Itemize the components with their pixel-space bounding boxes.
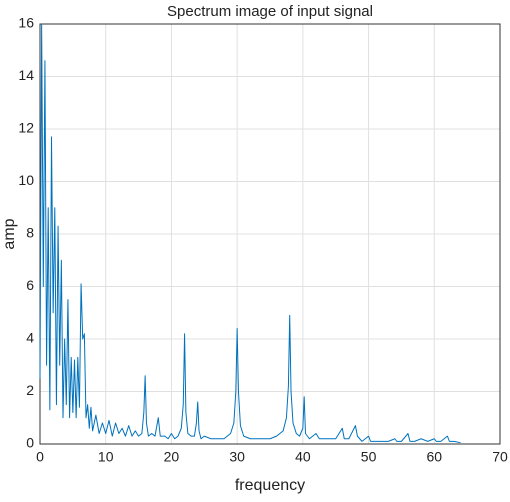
y-tick-label: 2	[26, 382, 34, 398]
chart-title: Spectrum image of input signal	[167, 3, 373, 20]
x-tick-label: 10	[98, 449, 114, 465]
x-tick-label: 50	[361, 449, 377, 465]
y-tick-label: 4	[26, 330, 34, 346]
y-tick-label: 0	[26, 435, 34, 451]
y-tick-label: 10	[18, 172, 34, 188]
y-tick-label: 12	[18, 120, 34, 136]
y-axis-label: amp	[1, 218, 18, 249]
x-tick-label: 60	[426, 449, 442, 465]
y-tick-label: 16	[18, 15, 34, 31]
x-tick-label: 40	[295, 449, 311, 465]
y-tick-label: 8	[26, 225, 34, 241]
x-tick-label: 0	[36, 449, 44, 465]
x-tick-label: 20	[164, 449, 180, 465]
x-tick-label: 30	[229, 449, 245, 465]
y-tick-label: 6	[26, 277, 34, 293]
plot-frame	[39, 23, 501, 445]
y-tick-label: 14	[18, 67, 34, 83]
spectrum-line	[39, 23, 461, 444]
x-tick-label: 70	[492, 449, 508, 465]
x-axis-label: frequency	[235, 477, 305, 494]
